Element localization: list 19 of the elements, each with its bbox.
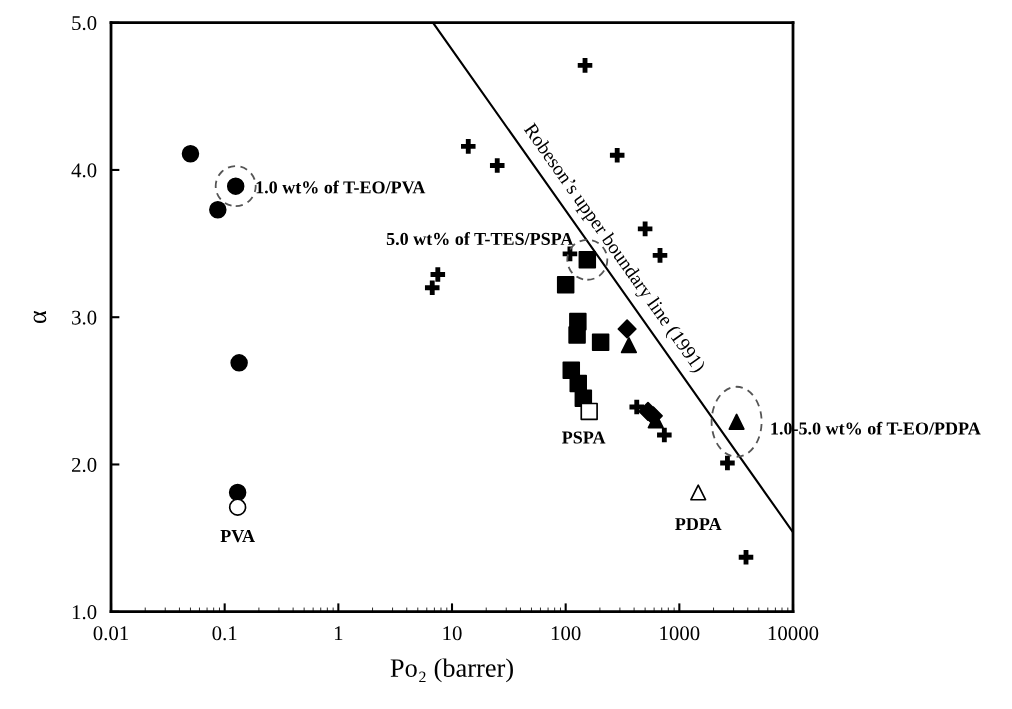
x-tick-label: 1000 xyxy=(660,626,700,641)
y-tick-label: 1.0 xyxy=(72,605,97,620)
y-tick-label: 3.0 xyxy=(72,310,97,325)
y-tick-label: 2.0 xyxy=(72,457,97,472)
annotation: PVA xyxy=(220,530,255,543)
y-tick-label: 4.0 xyxy=(71,163,97,178)
x-axis-title: Po₂ (barrer) xyxy=(390,658,513,683)
x-tick-label: 10000 xyxy=(768,626,819,641)
x-tick-label: 0.1 xyxy=(212,626,237,641)
annotation: 5.0 wt% of T-TES/PSPA xyxy=(386,232,574,246)
annotation: PSPA xyxy=(562,431,606,444)
annotation: 1.0 wt% of T-EO/PVA xyxy=(256,180,426,194)
x-tick-label: 1 xyxy=(334,626,343,641)
x-tick-label: 0.01 xyxy=(93,626,128,641)
annotation: PDPA xyxy=(675,518,722,531)
x-tick-label: 100 xyxy=(551,626,581,641)
y-axis-title: α xyxy=(33,310,47,324)
x-tick-label: 10 xyxy=(443,626,462,641)
y-tick-label: 5.0 xyxy=(72,16,97,31)
